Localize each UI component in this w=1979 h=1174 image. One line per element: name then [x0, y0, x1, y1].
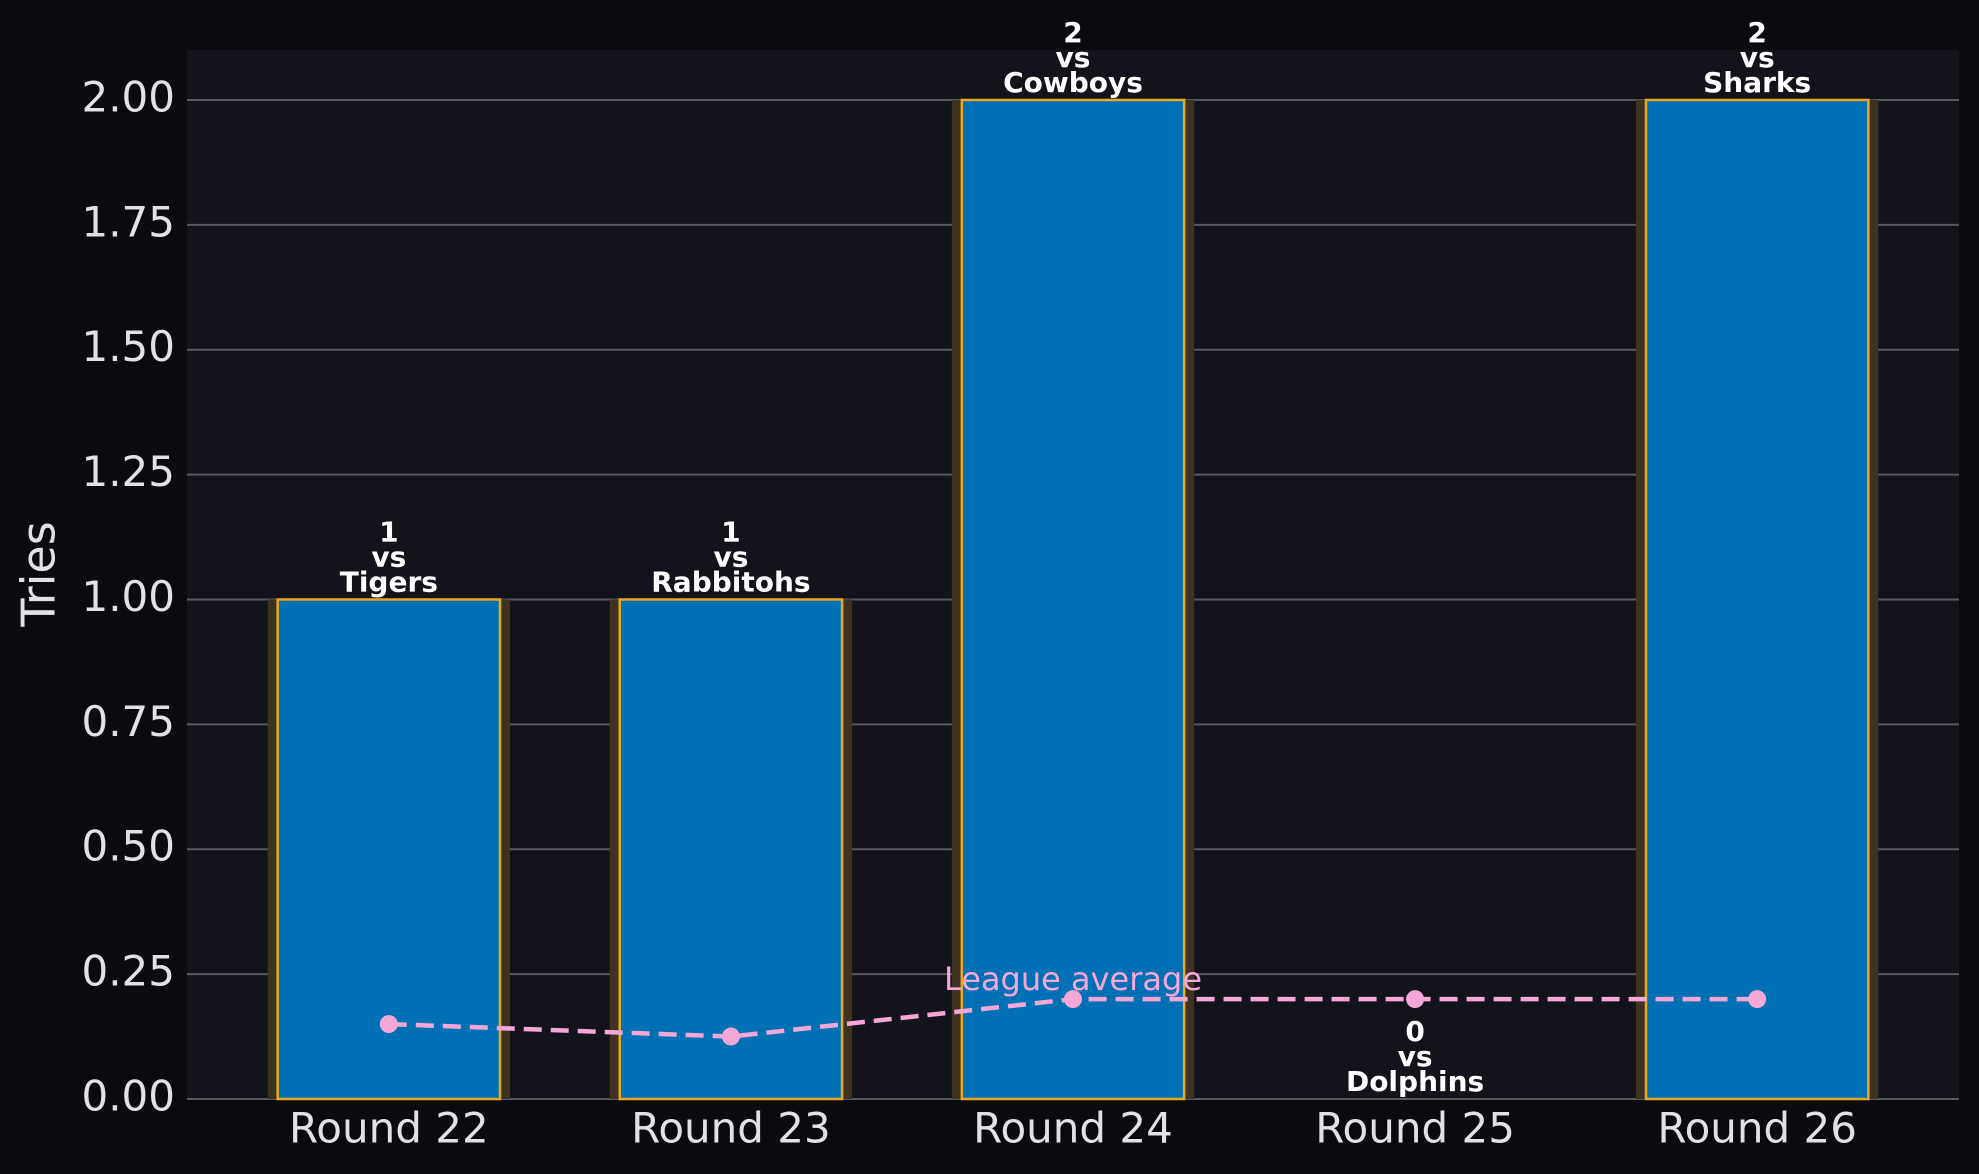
x-tick-label: Round 26	[1657, 1104, 1857, 1153]
bar	[960, 98, 1186, 1101]
x-tick-label: Round 22	[289, 1104, 489, 1153]
x-tick-label: Round 23	[631, 1104, 831, 1153]
value-label: Cowboys	[1003, 66, 1143, 99]
bar	[1644, 98, 1870, 1101]
value-label: 2	[1747, 16, 1766, 49]
value-label: 1	[379, 515, 398, 548]
y-tick-label: 0.75	[81, 697, 175, 746]
x-tick-label: Round 25	[1315, 1104, 1515, 1153]
y-tick-label: 1.50	[81, 322, 175, 371]
value-label: Tigers	[340, 565, 438, 598]
value-label-vs: vs	[1056, 41, 1091, 74]
y-tick-label: 2.00	[81, 72, 175, 121]
value-label-vs: vs	[713, 540, 748, 573]
average-point	[1748, 990, 1767, 1009]
y-tick-label: 0.00	[81, 1072, 175, 1121]
y-tick-label: 0.25	[81, 947, 175, 996]
y-tick-label: 1.75	[81, 197, 175, 246]
value-label: Dolphins	[1346, 1065, 1484, 1098]
y-tick-label: 1.25	[81, 447, 175, 496]
average-point	[1406, 990, 1425, 1009]
value-label-vs: vs	[1398, 1040, 1433, 1073]
value-label: 0	[1405, 1015, 1424, 1048]
value-label: 2	[1063, 16, 1082, 49]
value-label: Rabbitohs	[651, 565, 810, 598]
y-axis-label: Tries	[12, 521, 66, 627]
value-label-vs: vs	[1740, 41, 1775, 74]
average-point	[1064, 990, 1082, 1009]
bar	[618, 598, 844, 1101]
average-point	[721, 1027, 740, 1046]
average-point	[379, 1015, 398, 1034]
y-tick-label: 0.50	[81, 822, 175, 871]
annotation: League average	[944, 960, 1202, 998]
value-label: 1	[721, 515, 740, 548]
y-tick-label: 1.00	[81, 572, 175, 621]
value-label: Sharks	[1703, 66, 1811, 99]
value-label-vs: vs	[371, 540, 406, 573]
x-tick-label: Round 24	[973, 1104, 1173, 1153]
